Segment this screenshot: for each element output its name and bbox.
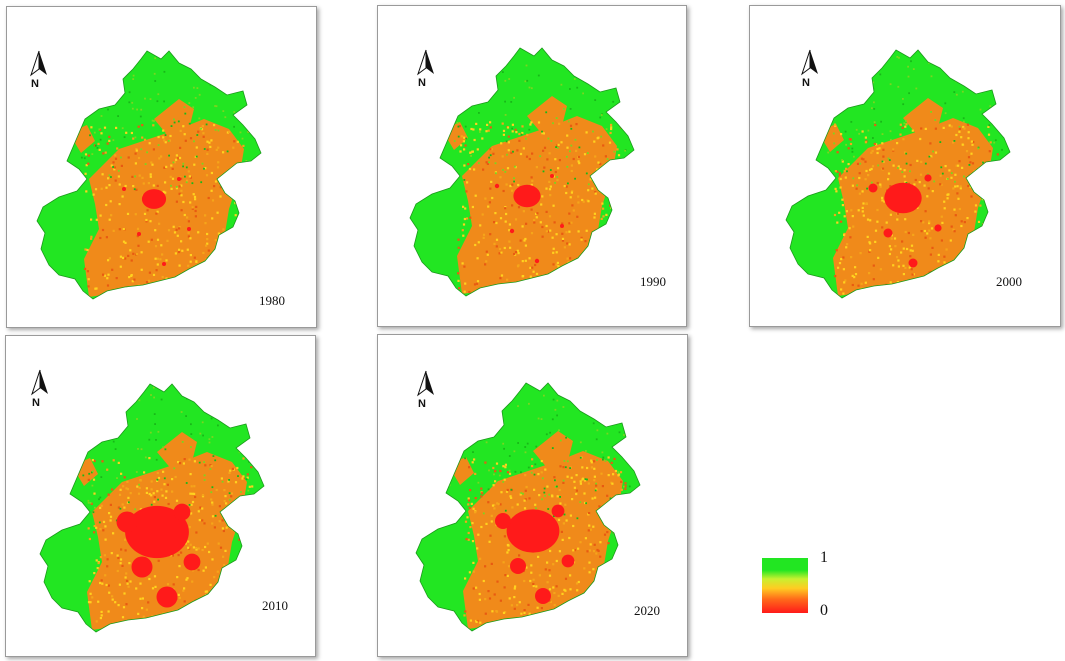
region-border — [409, 47, 635, 297]
urban-patch — [551, 504, 565, 518]
urban-patch — [535, 588, 551, 604]
urban-patch — [173, 503, 191, 521]
urban-core — [506, 509, 560, 553]
north-arrow-icon: N — [28, 368, 52, 412]
year-label: 1980 — [259, 293, 285, 308]
region-orange-north — [533, 431, 573, 469]
urban-patch — [561, 554, 575, 568]
map-svg — [36, 50, 262, 300]
urban-patch — [868, 183, 878, 193]
map-panel-2000: N 2000 — [749, 5, 1061, 327]
north-label: N — [418, 398, 426, 410]
urban-core — [125, 505, 189, 559]
map-svg — [39, 383, 265, 633]
legend-low-label: 0 — [820, 602, 828, 619]
region-orange-north — [527, 96, 567, 134]
north-label: N — [418, 77, 426, 89]
region-orange — [457, 116, 617, 294]
urban-patch — [116, 511, 138, 533]
speckle-texture — [416, 48, 634, 294]
urban-patch — [509, 228, 515, 234]
region-border — [36, 50, 262, 300]
urban-patch — [162, 262, 166, 266]
urban-patch — [156, 586, 178, 608]
north-arrow-icon: N — [798, 48, 822, 92]
urban-patch — [494, 183, 500, 189]
year-label: 2000 — [996, 274, 1022, 289]
map-panel-1980: N 1980 — [6, 6, 317, 328]
urban-patch — [137, 232, 141, 236]
urban-patch — [183, 553, 201, 571]
north-label: N — [802, 77, 810, 89]
urban-patch — [550, 174, 554, 178]
region-border — [39, 383, 265, 633]
map-panel-2010: N 2010 — [5, 335, 316, 657]
urban-core — [513, 184, 541, 208]
urban-patch — [883, 228, 893, 238]
legend-color-bar — [762, 558, 808, 613]
urban-patch — [934, 224, 942, 232]
map-svg — [415, 382, 641, 632]
map-svg — [785, 49, 1011, 299]
north-arrow-icon: N — [414, 48, 438, 92]
urban-patch — [131, 556, 153, 578]
year-label: 2020 — [634, 603, 660, 618]
north-arrow-icon: N — [27, 49, 51, 93]
map-panel-1990: N 1990 — [377, 5, 687, 327]
region-border — [415, 382, 641, 632]
urban-patch — [908, 258, 918, 268]
region-orange-north — [157, 432, 197, 470]
urban-core — [141, 189, 167, 209]
urban-patch — [560, 224, 564, 228]
map-panel-2020: N 2020 — [377, 334, 688, 657]
urban-patch — [187, 227, 191, 231]
urban-patch — [495, 513, 511, 529]
year-label: 1990 — [640, 274, 666, 289]
urban-core — [884, 182, 922, 214]
urban-patch — [177, 177, 181, 181]
region-border — [785, 49, 1011, 299]
legend-high-label: 1 — [820, 549, 828, 566]
urban-patch — [122, 187, 126, 191]
urban-patch — [924, 174, 932, 182]
urban-patch — [510, 558, 526, 574]
north-label: N — [32, 397, 40, 409]
map-svg — [409, 47, 635, 297]
region-orange-north — [154, 99, 194, 137]
north-label: N — [31, 78, 39, 90]
year-label: 2010 — [262, 598, 288, 613]
region-orange-north — [903, 98, 943, 136]
urban-patch — [534, 258, 540, 264]
north-arrow-icon: N — [414, 369, 438, 413]
